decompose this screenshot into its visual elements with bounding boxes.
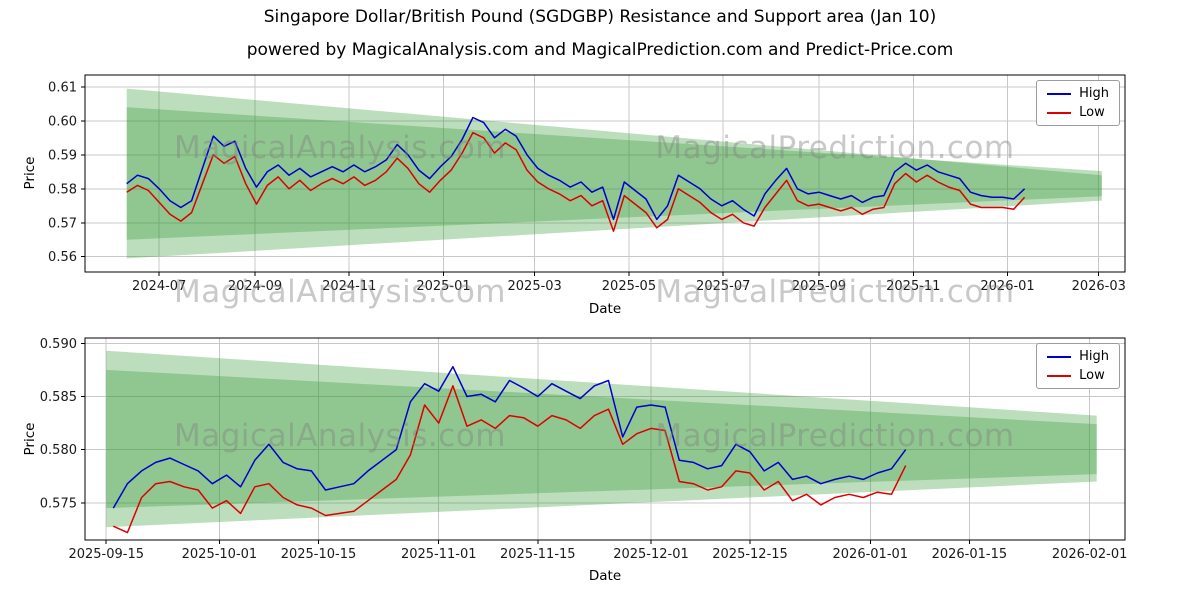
y-tick-label: 0.58 <box>48 182 77 197</box>
low-line-swatch <box>1047 374 1072 377</box>
legend-label-high: High <box>1079 86 1109 101</box>
y-tick-label: 0.57 <box>48 216 77 231</box>
x-tick-label: 2025-11-01 <box>401 547 477 562</box>
legend-item-low: Low <box>1047 369 1109 382</box>
x-tick-label: 2026-01 <box>980 279 1034 294</box>
x-tick-label: 2026-02-01 <box>1052 547 1128 562</box>
plot-border <box>84 74 1126 273</box>
y-tick-label: 0.580 <box>40 443 77 458</box>
y-axis-label-top: Price <box>22 156 38 190</box>
high-line-swatch <box>1047 92 1072 95</box>
resistance-support-outer-band <box>126 88 1102 259</box>
x-tick-label: 2025-09-15 <box>68 547 144 562</box>
x-tick-label: 2026-01-15 <box>932 547 1008 562</box>
x-axis-label-bottom: Date <box>588 568 622 584</box>
x-tick-label: 2025-03 <box>508 279 562 294</box>
y-tick-label: 0.585 <box>40 390 77 405</box>
legend-label-high: High <box>1079 349 1109 364</box>
x-tick-label: 2024-09 <box>228 279 282 294</box>
plot-background <box>85 338 1125 540</box>
y-tick-label: 0.56 <box>48 250 77 265</box>
x-tick-label: 2026-01-01 <box>833 547 909 562</box>
resistance-support-inner-band <box>126 107 1102 240</box>
legend-label-low: Low <box>1079 368 1105 383</box>
x-tick-label: 2026-03 <box>1072 279 1126 294</box>
x-tick-label: 2025-01 <box>416 279 470 294</box>
legend-item-low: Low <box>1047 106 1109 119</box>
y-axis-label-bottom: Price <box>22 422 38 456</box>
x-tick-label: 2024-07 <box>132 279 186 294</box>
legend-top: High Low <box>1036 80 1120 126</box>
legend-label-low: Low <box>1079 105 1105 120</box>
legend-item-high: High <box>1047 87 1109 100</box>
page-subtitle: powered by MagicalAnalysis.com and Magic… <box>246 40 954 60</box>
y-tick-label: 0.61 <box>48 80 77 95</box>
y-tick-label: 0.60 <box>48 114 77 129</box>
legend-item-high: High <box>1047 350 1109 363</box>
high-line-swatch <box>1047 355 1072 358</box>
x-tick-label: 2025-07 <box>696 279 750 294</box>
x-tick-label: 2025-09 <box>792 279 846 294</box>
high-line <box>126 116 1026 221</box>
x-tick-label: 2025-10-15 <box>281 547 357 562</box>
x-tick-label: 2025-05 <box>602 279 656 294</box>
low-line <box>126 131 1026 232</box>
y-tick-label: 0.590 <box>40 337 77 352</box>
resistance-support-inner-band <box>106 369 1097 509</box>
x-tick-label: 2025-10-01 <box>182 547 258 562</box>
low-line <box>112 385 907 534</box>
x-tick-label: 2025-11-15 <box>500 547 576 562</box>
plot-border <box>84 337 1126 541</box>
low-line-swatch <box>1047 111 1072 114</box>
high-line <box>112 365 907 509</box>
plot-background <box>85 75 1125 272</box>
x-tick-label: 2025-12-01 <box>613 547 689 562</box>
y-tick-label: 0.59 <box>48 148 77 163</box>
page-title: Singapore Dollar/British Pound (SGDGBP) … <box>263 7 937 27</box>
legend-bottom: High Low <box>1036 343 1120 389</box>
x-tick-label: 2024-11 <box>322 279 376 294</box>
x-tick-label: 2025-12-15 <box>712 547 788 562</box>
x-tick-label: 2025-11 <box>886 279 940 294</box>
x-axis-label-top: Date <box>588 301 622 317</box>
y-tick-label: 0.575 <box>40 496 77 511</box>
